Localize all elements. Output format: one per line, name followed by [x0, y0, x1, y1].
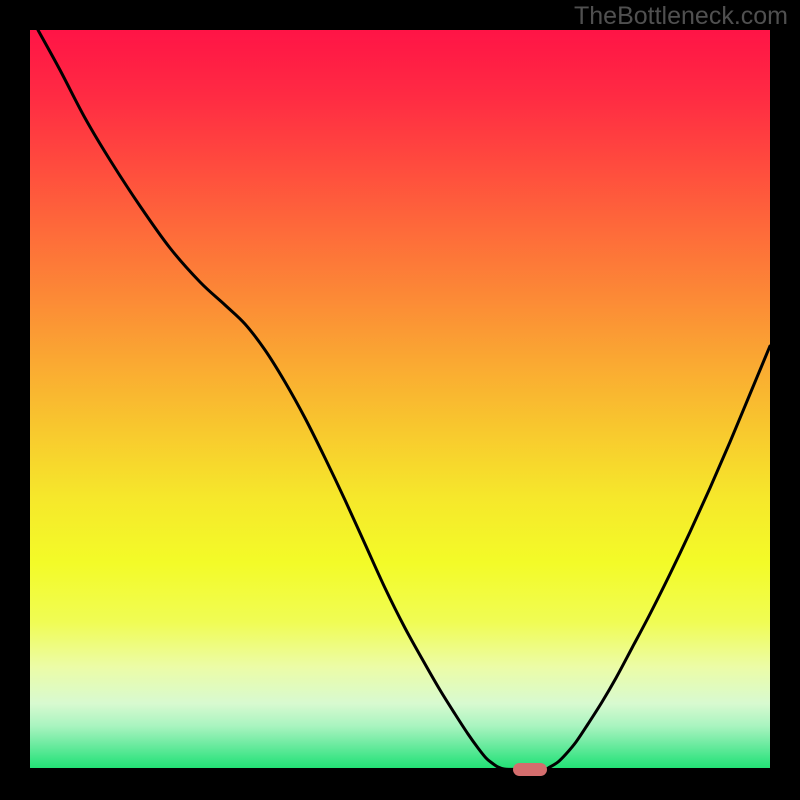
x-axis-line [30, 768, 770, 770]
chart-canvas: TheBottleneck.com [0, 0, 800, 800]
chart-marker [513, 763, 547, 776]
chart-curve [30, 30, 770, 770]
watermark: TheBottleneck.com [574, 2, 788, 31]
